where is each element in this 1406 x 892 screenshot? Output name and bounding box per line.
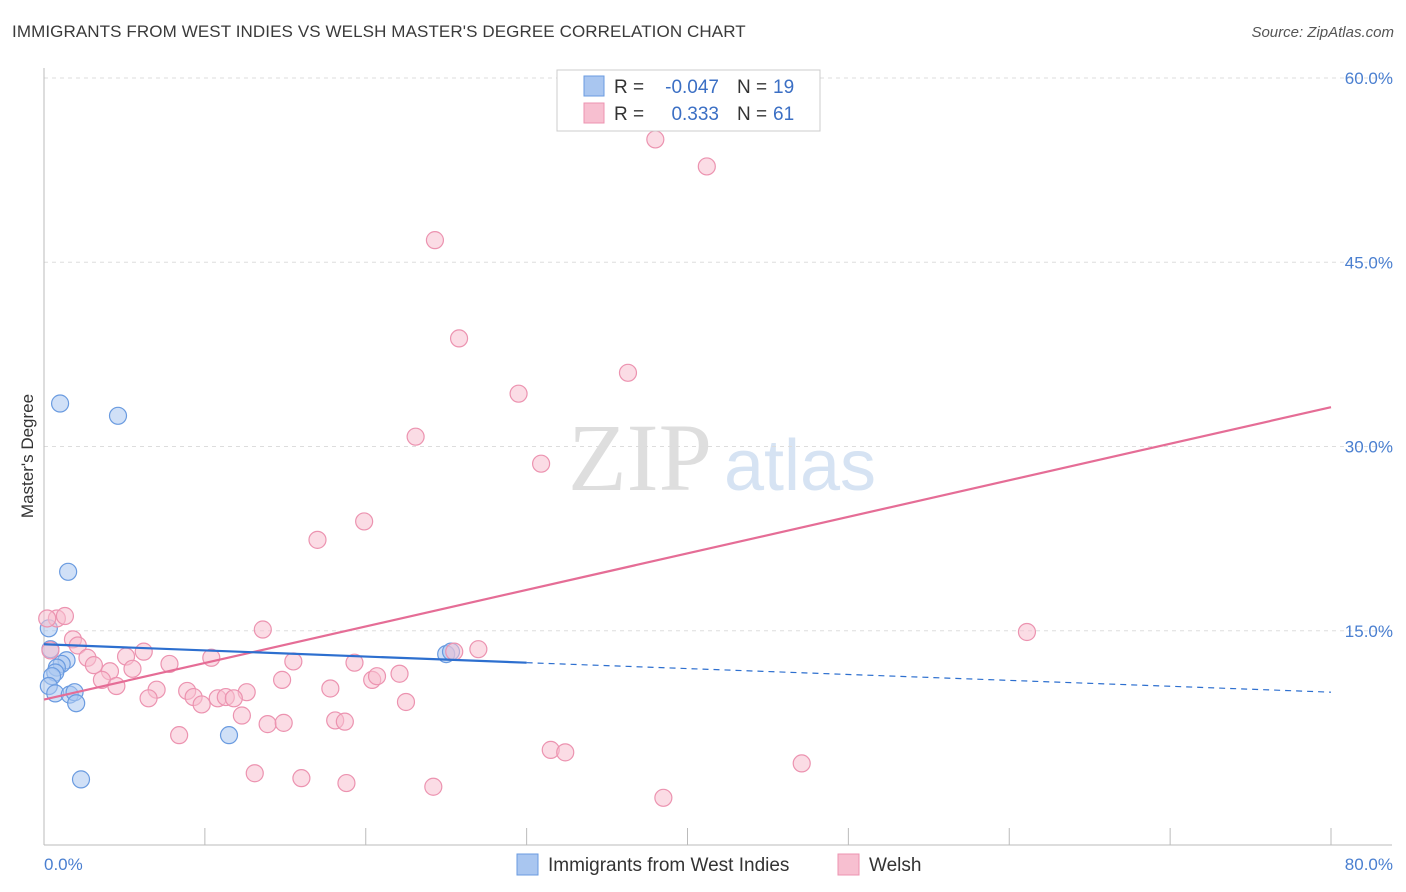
data-point xyxy=(55,606,75,626)
legend-r-value-0: -0.047 xyxy=(665,77,719,98)
data-point xyxy=(219,726,239,745)
data-point xyxy=(469,640,488,659)
data-point xyxy=(321,679,340,698)
data-point xyxy=(654,788,673,807)
legend-r-label-0: R = xyxy=(614,77,644,98)
data-point xyxy=(792,754,811,773)
watermark-atlas: atlas xyxy=(724,426,876,506)
data-point xyxy=(345,653,364,672)
source-label: Source: ZipAtlas.com xyxy=(1251,24,1394,41)
data-point xyxy=(406,427,425,446)
data-point xyxy=(337,773,356,793)
data-point xyxy=(509,384,528,403)
data-point xyxy=(253,620,272,639)
data-point xyxy=(697,157,716,176)
data-point xyxy=(108,406,128,425)
gridlines xyxy=(44,77,1392,632)
data-point xyxy=(1017,622,1037,642)
y-tick-labels: 15.0% 30.0% 45.0% 60.0% xyxy=(1345,69,1393,641)
data-point xyxy=(284,652,303,671)
data-point xyxy=(224,689,243,708)
bottom-legend-label-west-indies: Immigrants from West Indies xyxy=(548,855,789,876)
legend-r-value-1: 0.333 xyxy=(671,104,719,125)
welsh-trend-line xyxy=(43,406,1332,701)
y-tick-label: 45.0% xyxy=(1345,253,1393,272)
y-tick-label: 15.0% xyxy=(1345,622,1393,641)
y-tick-label: 60.0% xyxy=(1345,69,1393,88)
legend-swatch-welsh xyxy=(583,102,605,124)
data-point xyxy=(396,692,416,712)
legend-n-label-0: N = xyxy=(737,77,767,98)
data-point xyxy=(355,512,374,531)
watermark: ZIP atlas xyxy=(568,404,876,511)
bottom-legend-label-welsh: Welsh xyxy=(869,855,921,876)
data-point xyxy=(123,659,142,678)
data-point xyxy=(424,777,443,796)
data-point xyxy=(38,609,57,628)
data-point xyxy=(134,642,153,661)
bottom-legend-swatch-west-indies xyxy=(516,853,539,876)
data-point xyxy=(170,726,189,745)
data-point xyxy=(367,667,387,686)
data-point xyxy=(107,676,126,696)
y-tick-label: 30.0% xyxy=(1345,438,1393,457)
data-point xyxy=(59,562,78,581)
data-point xyxy=(308,530,327,549)
data-point xyxy=(646,130,665,149)
chart-title: IMMIGRANTS FROM WEST INDIES VS WELSH MAS… xyxy=(12,22,746,41)
legend-swatch-west-indies xyxy=(583,75,605,97)
west-indies-points xyxy=(39,394,461,789)
data-point xyxy=(445,642,464,661)
trend-lines xyxy=(43,406,1332,701)
data-point xyxy=(71,770,91,789)
data-point xyxy=(258,715,277,734)
bottom-legend-swatch-welsh xyxy=(837,853,860,876)
data-point xyxy=(272,670,292,689)
y-axis-label: Master's Degree xyxy=(18,394,37,518)
data-point xyxy=(41,641,60,660)
data-point xyxy=(67,694,86,713)
x-tick-label-max: 80.0% xyxy=(1345,855,1393,874)
data-point xyxy=(245,764,264,783)
data-point xyxy=(449,329,469,348)
legend-n-value-0: 19 xyxy=(773,77,794,98)
data-point xyxy=(292,769,311,788)
data-point xyxy=(335,712,354,731)
data-point xyxy=(390,664,409,683)
data-point xyxy=(139,689,158,708)
data-point xyxy=(84,656,103,675)
legend-n-value-1: 61 xyxy=(773,104,794,125)
data-point xyxy=(274,713,293,732)
welsh-points xyxy=(38,130,1037,807)
data-point xyxy=(532,454,551,473)
data-point xyxy=(556,743,575,762)
correlation-legend: R = -0.047 N = 19 R = 0.333 N = 61 xyxy=(556,69,821,132)
west-indies-trend-extension xyxy=(526,662,1332,693)
west-indies-trend-line xyxy=(43,643,527,664)
x-ticks xyxy=(204,828,1332,845)
watermark-zip: ZIP xyxy=(568,404,712,511)
data-point xyxy=(50,394,70,413)
x-tick-label-min: 0.0% xyxy=(44,855,83,874)
legend-n-label-1: N = xyxy=(737,104,767,125)
data-point xyxy=(618,363,638,382)
legend-r-label-1: R = xyxy=(614,104,644,125)
data-point xyxy=(425,231,445,250)
data-point xyxy=(160,654,179,674)
data-point xyxy=(192,695,211,714)
data-point xyxy=(232,706,251,725)
series-legend: Immigrants from West Indies Welsh xyxy=(516,853,921,876)
